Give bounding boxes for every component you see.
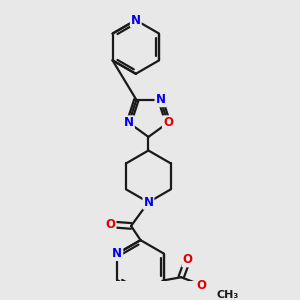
Text: O: O	[106, 218, 116, 231]
Text: O: O	[163, 116, 173, 129]
Text: N: N	[143, 196, 153, 209]
Text: O: O	[182, 254, 192, 266]
Text: CH₃: CH₃	[217, 290, 239, 300]
Text: N: N	[155, 93, 166, 106]
Text: O: O	[196, 279, 207, 292]
Text: N: N	[131, 14, 141, 27]
Text: N: N	[112, 247, 122, 260]
Text: N: N	[124, 116, 134, 129]
